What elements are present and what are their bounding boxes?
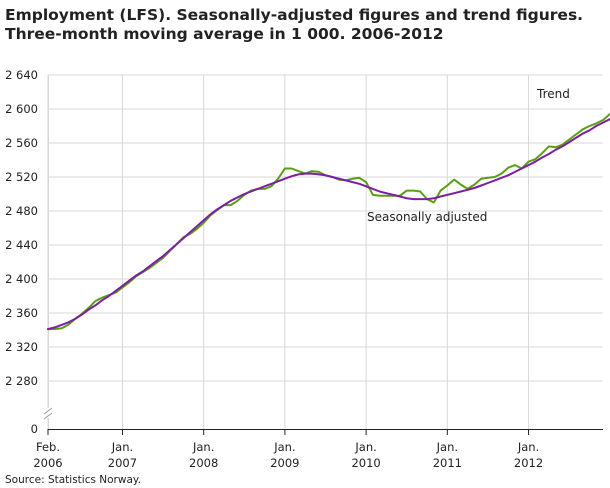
y-tick-label: 2 600	[5, 102, 38, 116]
axes	[43, 75, 603, 435]
y-tick-label: 2 640	[5, 68, 38, 82]
chart-title-line-1: Employment (LFS). Seasonally-adjusted fi…	[5, 6, 584, 24]
x-tick-label-month: Jan.	[111, 440, 133, 454]
x-tick-label-month: Jan.	[436, 440, 458, 454]
x-tick-label-month: Jan.	[192, 440, 214, 454]
series-line-seasonally-adjusted	[47, 113, 610, 331]
y-tick-label: 2 360	[5, 306, 38, 320]
chart-title: Employment (LFS). Seasonally-adjusted fi…	[5, 6, 605, 44]
x-tick-label-month: Jan.	[354, 440, 376, 454]
y-tick-label: 2 480	[5, 204, 38, 218]
x-tick-label-year: 2009	[270, 456, 299, 470]
y-tick-label: 2 560	[5, 136, 38, 150]
chart-title-line-2: Three-month moving average in 1 000. 200…	[5, 25, 444, 43]
y-zero-label: 0	[31, 422, 38, 436]
x-tick-label-year: 2012	[514, 456, 543, 470]
annotation-trend: Trend	[536, 87, 570, 101]
x-tick-label-month: Jan.	[273, 440, 295, 454]
x-tick-label-year: 2006	[33, 456, 62, 470]
y-tick-label: 2 520	[5, 170, 38, 184]
y-tick-label: 2 280	[5, 374, 38, 388]
gridlines	[47, 74, 603, 429]
x-tick-label-year: 2011	[433, 456, 462, 470]
y-axis-break-mark	[43, 407, 53, 420]
y-tick-label: 2 440	[5, 238, 38, 252]
y-tick-label: 2 400	[5, 272, 38, 286]
x-tick-label-month: Jan.	[517, 440, 539, 454]
series-lines	[47, 113, 610, 331]
x-tick-label-year: 2008	[189, 456, 218, 470]
x-tick-label-year: 2010	[351, 456, 380, 470]
y-tick-label: 2 320	[5, 340, 38, 354]
annotation-seasonally-adjusted: Seasonally adjusted	[367, 210, 487, 224]
source-note: Source: Statistics Norway.	[5, 474, 141, 486]
series-line-trend	[47, 118, 610, 331]
x-tick-label-year: 2007	[108, 456, 137, 470]
x-tick-label-month: Feb.	[36, 440, 60, 454]
labels: 2 640 2 600 2 560 2 520 2 480 2 440 2 400 2 360…	[5, 68, 570, 470]
